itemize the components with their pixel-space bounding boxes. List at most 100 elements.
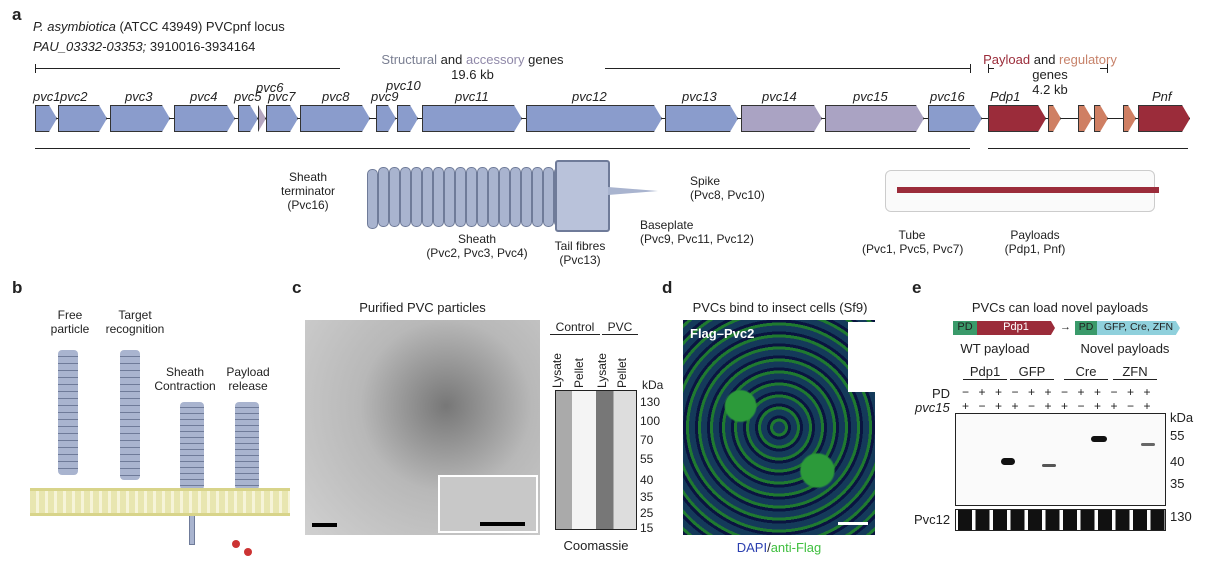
gene-label: pvc5 [234, 89, 262, 104]
w: Structural [381, 52, 438, 67]
group-label: Pdp1 [963, 364, 1007, 380]
sheath-ring [367, 169, 378, 229]
band-pdp1 [1001, 458, 1015, 465]
scale-bar-inset [480, 522, 525, 526]
structural-label: Structural and accessory genes 19.6 kb [340, 52, 605, 82]
sheath-ring [466, 167, 477, 227]
pd-sign: + [995, 385, 1003, 399]
gene-label: pvc14 [762, 89, 797, 104]
group-label: Cre [1064, 364, 1108, 380]
sheath-ring [543, 167, 554, 227]
panel-e-label: e [912, 278, 922, 297]
span-tick [1107, 64, 1108, 73]
gene-pvc6 [258, 105, 266, 132]
pd-sign: + [1143, 385, 1151, 399]
locus-title: P. asymbiotica (ATCC 43949) PVCpnf locus [33, 19, 285, 34]
pvc15-sign: + [995, 399, 1003, 413]
gene-label: pvc10 [386, 78, 421, 93]
annot-spike: Spike (Pvc8, Pvc10) [690, 174, 765, 202]
payload-dot [232, 540, 240, 548]
gene-pvc5 [238, 105, 258, 132]
gene-pvc15 [825, 105, 924, 132]
w: and [1030, 52, 1060, 67]
span-tick [970, 64, 971, 73]
pvc15-sign: + [1011, 399, 1019, 413]
gene-pvc9 [376, 105, 396, 132]
pvc15-sign: + [1094, 399, 1102, 413]
sep: / [767, 540, 771, 555]
marker-label: 35 [640, 490, 654, 504]
novel: GFP, Cre, ZFN [1097, 321, 1180, 335]
group-control: Control [550, 320, 600, 335]
marker-label: 70 [640, 433, 654, 447]
pvc15-row-label: pvc15 [915, 400, 950, 415]
coomassie-caption: Coomassie [563, 538, 629, 553]
locus-coords: PAU_03332-03353; 3910016-3934164 [33, 39, 255, 54]
panel-c-label: c [292, 278, 302, 297]
pvc15-sign: − [978, 399, 986, 413]
size: 19.6 kb [451, 67, 494, 82]
gene-pvc2 [58, 105, 107, 132]
pd-row-label: PD [932, 386, 951, 401]
gene-pvc10 [397, 105, 418, 132]
sheath-ring [488, 167, 499, 227]
annot-terminator: Sheath terminator (Pvc16) [280, 170, 336, 212]
pd-sign: − [1110, 385, 1118, 399]
gene-label: pvc6 [256, 80, 284, 95]
marker-label: 55 [1170, 428, 1185, 443]
pdp1: Pdp1 [977, 321, 1055, 335]
pd-sign: + [1028, 385, 1036, 399]
marker-label: 35 [1170, 476, 1185, 491]
gene-label: pvc9 [371, 89, 399, 104]
loading-label: Pvc12 [914, 512, 951, 527]
sheath-ring [499, 167, 510, 227]
marker-label: 100 [640, 414, 661, 428]
target-particle [120, 350, 140, 480]
sheath-ring [389, 167, 400, 227]
gene-label: pvc12 [572, 89, 607, 104]
western-blot [955, 413, 1166, 506]
lane-label: Lysate [550, 353, 564, 388]
free-particle [58, 350, 78, 475]
structural-span-line-right [605, 68, 970, 69]
lane-label: Lysate [595, 353, 609, 388]
panel-a-label: a [12, 5, 22, 24]
pd-sign: + [978, 385, 986, 399]
pd-sign: + [1094, 385, 1102, 399]
c-kda: kDa [642, 378, 664, 392]
pd-sign: − [1061, 385, 1069, 399]
bracket [988, 148, 1188, 149]
group-label: ZFN [1113, 364, 1157, 380]
bracket [35, 148, 970, 149]
fluorescence-image [683, 320, 875, 535]
step-target: Target recognition [105, 308, 165, 336]
sheath-ring [455, 167, 466, 227]
panel-d-title: PVCs bind to insect cells (Sf9) [692, 300, 868, 315]
flag: anti-Flag [770, 540, 822, 555]
annot-baseplate: Baseplate (Pvc9, Pvc11, Pvc12) [640, 218, 754, 246]
pvc15-sign: − [1127, 399, 1135, 413]
structural-span-line [35, 68, 340, 69]
gene-Pdp1 [988, 105, 1046, 132]
gene-regulatory-20 [1123, 105, 1136, 132]
gene-Pnf [1138, 105, 1190, 132]
panel-c-title: Purified PVC particles [359, 300, 486, 315]
lane-label: Pellet [572, 357, 586, 388]
marker-label: 40 [640, 473, 654, 487]
wt-payload-construct: PD Pdp1 [953, 321, 1055, 335]
gene-label: Pnf [1152, 89, 1172, 104]
gene-label: pvc13 [682, 89, 717, 104]
pvc15-sign: + [1143, 399, 1151, 413]
scale-bar [838, 522, 868, 525]
sheath-ring [433, 167, 444, 227]
gene-label: pvc16 [930, 89, 965, 104]
novel-caption: Novel payloads [1080, 341, 1170, 356]
species: P. asymbiotica [33, 19, 116, 34]
pvc15-sign: + [1061, 399, 1069, 413]
gene-label: pvc15 [853, 89, 888, 104]
spike-shape [608, 187, 658, 195]
pvc-particle-diagram [355, 165, 585, 229]
sheath-ring [477, 167, 488, 227]
marker-label: 55 [640, 452, 654, 466]
w: and [437, 52, 466, 67]
